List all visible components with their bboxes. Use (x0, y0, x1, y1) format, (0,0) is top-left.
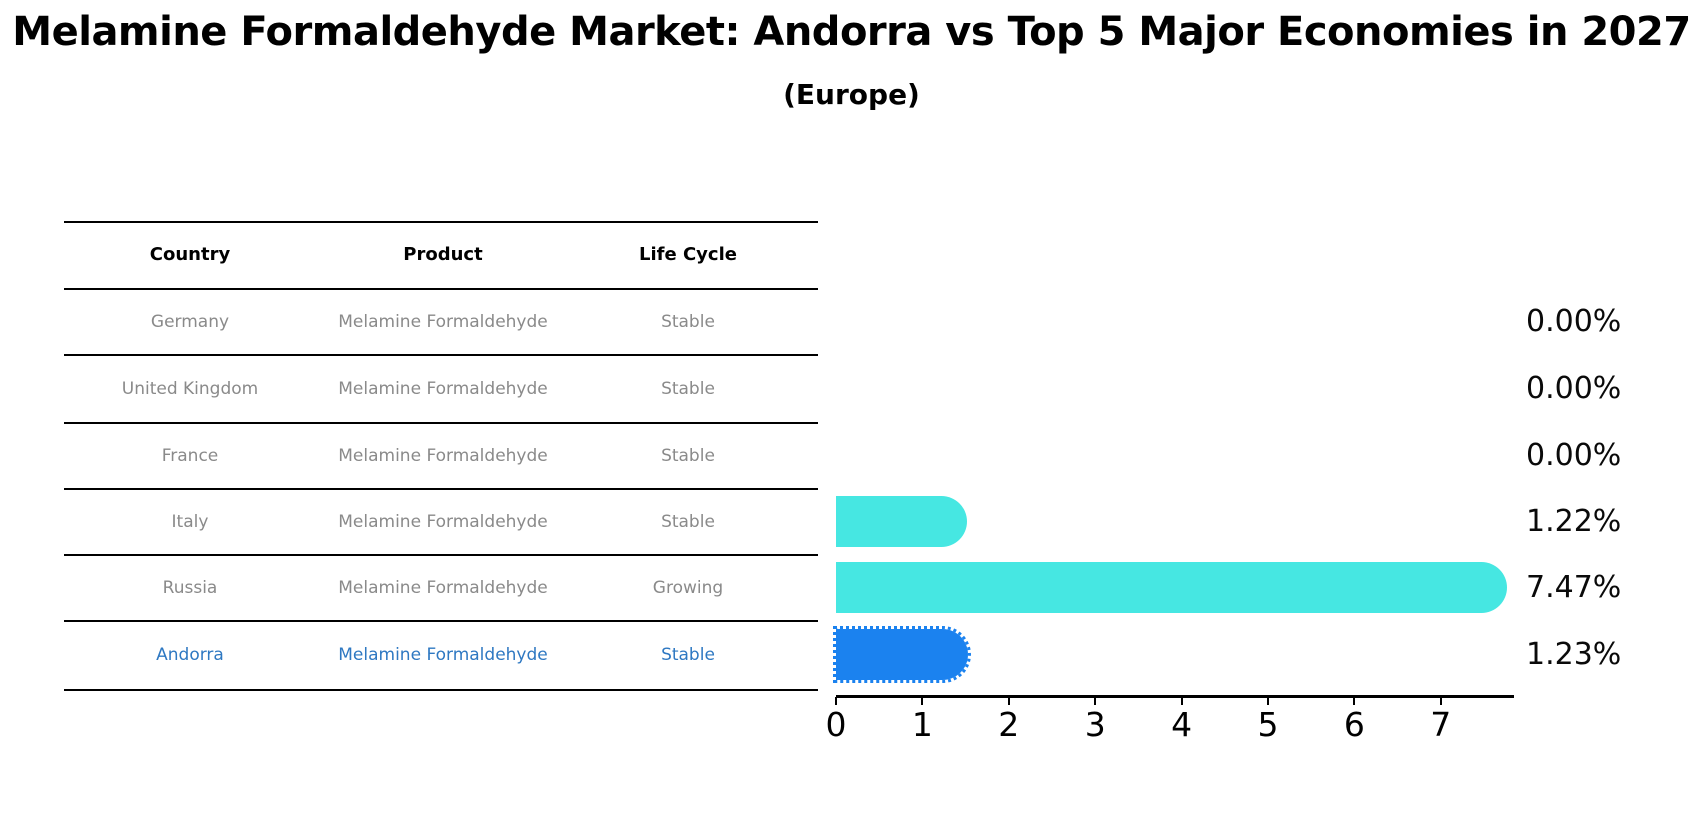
bar-andorra (833, 626, 971, 683)
table-rule (64, 288, 818, 290)
chart-subtitle: (Europe) (783, 78, 920, 111)
table-rule (64, 689, 818, 691)
table-cell-product: Melamine Formaldehyde (338, 512, 548, 532)
table-cell-country: Germany (150, 312, 230, 332)
table-cell-country: United Kingdom (121, 379, 259, 399)
value-label: 0.00% (1526, 304, 1622, 339)
table-cell-product: Melamine Formaldehyde (338, 645, 548, 665)
table-header-row: Country Product Life Cycle (0, 243, 1703, 267)
table-cell-life-cycle: Stable (661, 312, 715, 332)
bar-russia (836, 562, 1507, 613)
column-header-life-cycle: Life Cycle (639, 244, 737, 265)
value-label: 0.00% (1526, 438, 1622, 473)
x-tick-mark (1180, 697, 1183, 705)
x-tick-label: 0 (825, 705, 847, 744)
x-tick-label: 7 (1430, 705, 1452, 744)
table-cell-country: Andorra (156, 645, 224, 665)
table-cell-country: France (161, 446, 219, 466)
table-rule (64, 354, 818, 356)
x-tick-label: 2 (998, 705, 1020, 744)
x-tick-mark (835, 697, 837, 705)
bar-italy (836, 496, 967, 547)
x-tick-mark (1439, 697, 1442, 705)
table-cell-life-cycle: Stable (661, 512, 715, 532)
table-row-italy: Italy Melamine Formaldehyde Stable (0, 510, 1703, 534)
table-cell-life-cycle: Stable (661, 446, 715, 466)
table-cell-product: Melamine Formaldehyde (338, 446, 548, 466)
table-rule (64, 488, 818, 490)
x-tick-mark (1007, 697, 1010, 705)
table-cell-life-cycle: Stable (661, 645, 715, 665)
table-cell-product: Melamine Formaldehyde (338, 578, 548, 598)
table-row-russia: Russia Melamine Formaldehyde Growing (0, 576, 1703, 600)
chart-title: Melamine Formaldehyde Market: Andorra vs… (12, 9, 1691, 55)
table-rule (64, 422, 818, 424)
value-label: 1.23% (1526, 637, 1622, 672)
x-tick-mark (1094, 697, 1097, 705)
column-header-country: Country (149, 244, 231, 265)
table-cell-country: Russia (162, 578, 218, 598)
table-rule (64, 221, 818, 223)
x-tick-label: 5 (1257, 705, 1279, 744)
table-row-united-kingdom: United Kingdom Melamine Formaldehyde Sta… (0, 377, 1703, 401)
x-axis-spine (836, 695, 1514, 698)
table-cell-product: Melamine Formaldehyde (338, 379, 548, 399)
x-tick-mark (921, 697, 924, 705)
value-label: 1.22% (1526, 504, 1622, 539)
table-cell-country: Italy (171, 512, 209, 532)
value-label: 7.47% (1526, 570, 1622, 605)
table-row-france: France Melamine Formaldehyde Stable (0, 444, 1703, 468)
x-tick-mark (1267, 697, 1269, 705)
table-cell-life-cycle: Growing (652, 578, 724, 598)
table-row-andorra: Andorra Melamine Formaldehyde Stable (0, 643, 1703, 667)
x-tick-label: 4 (1171, 705, 1193, 744)
table-rule (64, 620, 818, 622)
x-tick-mark (1353, 697, 1356, 705)
column-header-product: Product (403, 244, 483, 265)
x-tick-label: 3 (1084, 705, 1106, 744)
table-rule (64, 554, 818, 556)
table-cell-life-cycle: Stable (661, 379, 715, 399)
x-tick-label: 6 (1343, 705, 1365, 744)
table-row-germany: Germany Melamine Formaldehyde Stable (0, 310, 1703, 334)
x-tick-label: 1 (911, 705, 933, 744)
value-label: 0.00% (1526, 371, 1622, 406)
table-cell-product: Melamine Formaldehyde (338, 312, 548, 332)
